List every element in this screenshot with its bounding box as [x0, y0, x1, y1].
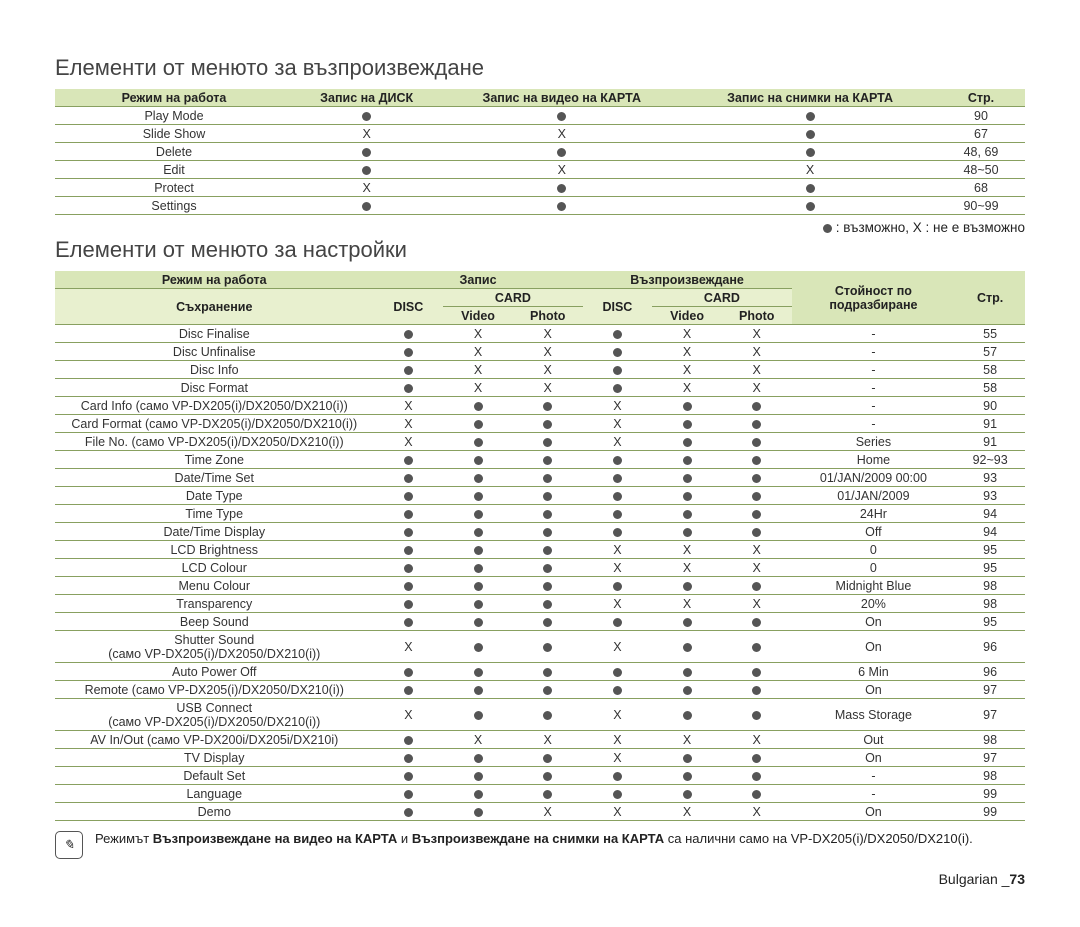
table-row: TransparencyXXX20%98	[55, 595, 1025, 613]
playback-menu-heading: Елементи от менюто за възпроизвеждане	[55, 55, 1025, 81]
table-row: AV In/Out (само VP-DX200i/DX205i/DX210i)…	[55, 731, 1025, 749]
table-row: LCD ColourXXX095	[55, 559, 1025, 577]
table-row: Disc InfoXXXX-58	[55, 361, 1025, 379]
table-row: Menu ColourMidnight Blue98	[55, 577, 1025, 595]
table-row: Date Type01/JAN/200993	[55, 487, 1025, 505]
table-row: USB Connect(само VP-DX205(i)/DX2050/DX21…	[55, 699, 1025, 731]
table-row: TV DisplayXOn97	[55, 749, 1025, 767]
table-row: File No. (само VP-DX205(i)/DX2050/DX210(…	[55, 433, 1025, 451]
table-row: Play Mode90	[55, 107, 1025, 125]
table-row: Slide ShowXX67	[55, 125, 1025, 143]
table-row: Default Set-98	[55, 767, 1025, 785]
table-playback: Режим на работаЗапис на ДИСКЗапис на вид…	[55, 89, 1025, 215]
note-icon: ✎	[55, 831, 83, 859]
table-row: Time Type24Hr94	[55, 505, 1025, 523]
table-row: Remote (само VP-DX205(i)/DX2050/DX210(i)…	[55, 681, 1025, 699]
table-row: Beep SoundOn95	[55, 613, 1025, 631]
table-row: Shutter Sound(само VP-DX205(i)/DX2050/DX…	[55, 631, 1025, 663]
table-settings: Режим на работаЗаписВъзпроизвежданеСтойн…	[55, 271, 1025, 821]
table-row: Disc UnfinaliseXXXX-57	[55, 343, 1025, 361]
legend: : възможно, X : не е възможно	[55, 220, 1025, 235]
table-row: Date/Time Set01/JAN/2009 00:0093	[55, 469, 1025, 487]
table-row: Language-99	[55, 785, 1025, 803]
table-row: Delete48, 69	[55, 143, 1025, 161]
table-row: Card Info (само VP-DX205(i)/DX2050/DX210…	[55, 397, 1025, 415]
table-row: Auto Power Off6 Min96	[55, 663, 1025, 681]
table-row: Date/Time DisplayOff94	[55, 523, 1025, 541]
table-row: Time ZoneHome92~93	[55, 451, 1025, 469]
note: ✎ Режимът Възпроизвеждане на видео на КА…	[55, 831, 1025, 859]
t1-header: Запис на видео на КАРТА	[440, 89, 683, 107]
table-row: Settings90~99	[55, 197, 1025, 215]
table-row: ProtectX68	[55, 179, 1025, 197]
t1-header: Запис на ДИСК	[293, 89, 440, 107]
note-text: Режимът Възпроизвеждане на видео на КАРТ…	[95, 831, 973, 846]
t1-header: Запис на снимки на КАРТА	[683, 89, 937, 107]
table-row: Card Format (само VP-DX205(i)/DX2050/DX2…	[55, 415, 1025, 433]
table-row: LCD BrightnessXXX095	[55, 541, 1025, 559]
settings-menu-heading: Елементи от менюто за настройки	[55, 237, 1025, 263]
table-row: DemoXXXXOn99	[55, 803, 1025, 821]
table-row: EditXX48~50	[55, 161, 1025, 179]
table-row: Disc FinaliseXXXX-55	[55, 325, 1025, 343]
page-footer: Bulgarian _73	[55, 871, 1025, 887]
table-row: Disc FormatXXXX-58	[55, 379, 1025, 397]
t1-header: Стр.	[937, 89, 1025, 107]
t1-header: Режим на работа	[55, 89, 293, 107]
